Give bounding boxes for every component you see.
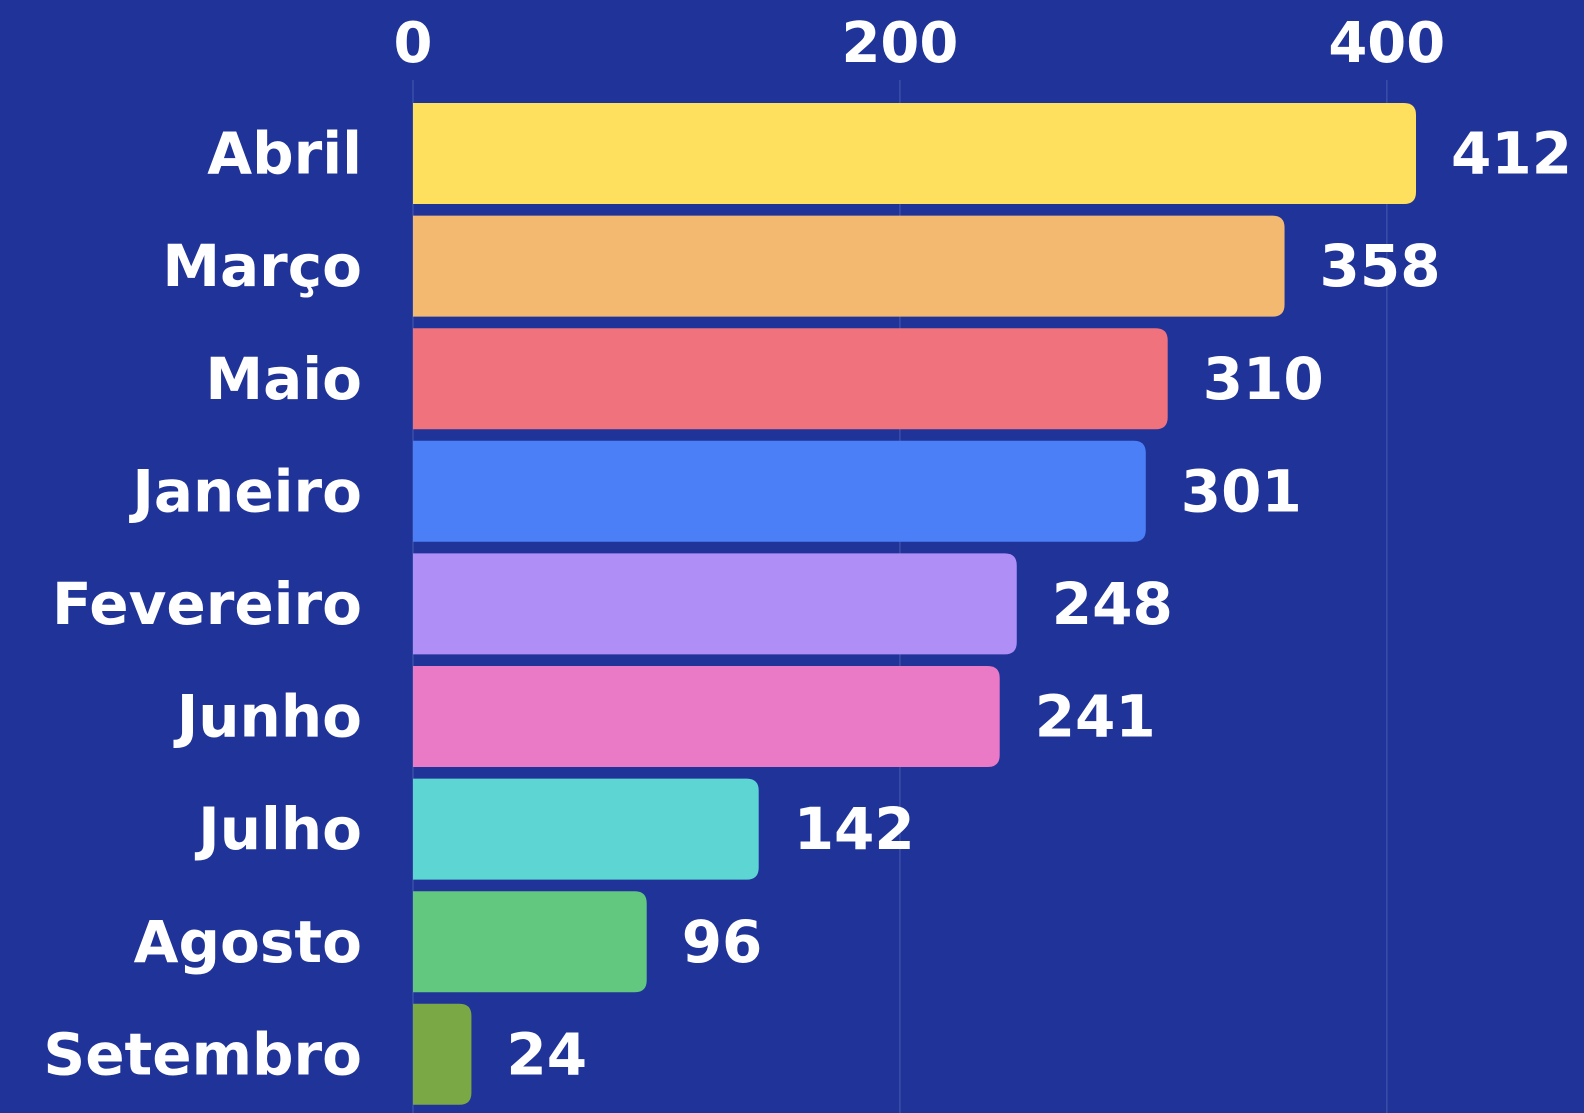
- y-tick-label: Fevereiro: [52, 570, 362, 638]
- bar: [413, 215, 1285, 317]
- bar: [413, 891, 647, 993]
- value-label: 142: [794, 795, 915, 863]
- bar: [413, 778, 759, 880]
- value-label: 248: [1052, 570, 1173, 638]
- y-tick-label: Março: [162, 232, 362, 300]
- bar: [413, 328, 1168, 430]
- value-label: 412: [1451, 120, 1572, 188]
- y-tick-label: Julho: [194, 795, 362, 863]
- bar: [413, 440, 1146, 542]
- y-tick-label: Setembro: [43, 1020, 362, 1088]
- y-tick-label: Abril: [207, 120, 362, 188]
- value-label: 241: [1035, 683, 1156, 751]
- value-label: 358: [1320, 232, 1441, 300]
- bar: [413, 1003, 472, 1105]
- x-tick-label: 0: [394, 11, 433, 76]
- bar: [413, 103, 1417, 204]
- bar: [413, 553, 1017, 655]
- y-tick-label: Junho: [173, 683, 362, 751]
- y-tick-label: Maio: [205, 345, 362, 413]
- x-tick-label: 400: [1328, 11, 1445, 76]
- value-label: 310: [1203, 345, 1324, 413]
- x-tick-label: 200: [841, 11, 958, 76]
- bar: [413, 666, 1000, 767]
- value-label: 96: [682, 908, 763, 976]
- value-label: 24: [506, 1020, 587, 1088]
- y-tick-label: Janeiro: [128, 457, 362, 525]
- y-tick-label: Agosto: [134, 908, 362, 976]
- value-label: 301: [1181, 457, 1302, 525]
